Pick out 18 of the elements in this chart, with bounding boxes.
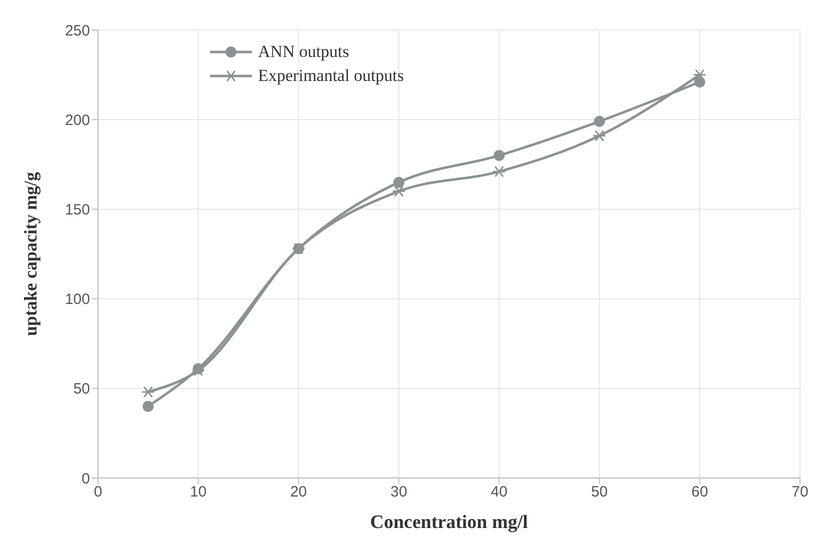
x-axis-title: Concentration mg/l	[370, 512, 528, 533]
y-tick-label: 50	[73, 380, 90, 398]
x-tick-label: 40	[490, 484, 508, 501]
y-axis-title: uptake capacity mg/g	[20, 172, 40, 336]
y-tick-label: 200	[64, 112, 90, 129]
y-tick-label: 100	[64, 291, 90, 308]
y-tick-label: 250	[64, 22, 90, 40]
x-tick-label: 60	[691, 484, 708, 501]
y-tick-label: 150	[64, 202, 90, 219]
y-tick-label: 0	[82, 470, 90, 488]
x-tick-label: 10	[190, 484, 207, 501]
legend-label: Experimantal outputs	[258, 66, 404, 86]
x-tick-label: 70	[792, 484, 808, 501]
x-tick-label: 50	[591, 484, 608, 501]
legend-label: ANN outputs	[258, 42, 350, 62]
x-tick-label: 0	[94, 484, 102, 501]
x-tick-label: 30	[390, 484, 408, 501]
x-tick-label: 20	[290, 484, 307, 501]
